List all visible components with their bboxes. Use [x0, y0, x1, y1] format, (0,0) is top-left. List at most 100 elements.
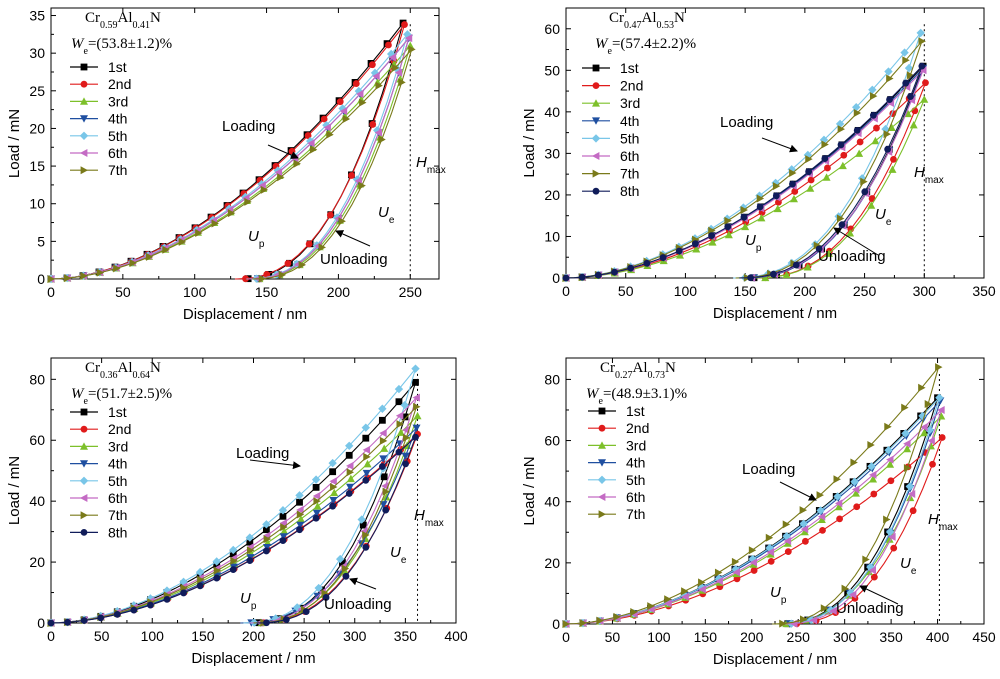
data-point [867, 201, 876, 209]
data-point [630, 608, 638, 617]
data-point [147, 601, 154, 609]
data-point [791, 188, 799, 195]
data-point [853, 126, 861, 134]
data-point [338, 217, 346, 226]
legend-label: 5th [620, 130, 639, 146]
data-point [918, 37, 926, 46]
data-point [312, 483, 320, 491]
data-point [841, 584, 849, 593]
y-tick-label: 15 [29, 158, 45, 174]
data-point [302, 608, 310, 616]
data-point [883, 515, 891, 524]
data-point [871, 136, 880, 145]
legend-marker [592, 152, 600, 160]
series-5th [46, 364, 420, 628]
data-point [352, 80, 360, 87]
data-point [873, 124, 880, 132]
data-point [771, 178, 780, 188]
data-point [47, 619, 55, 627]
data-point [318, 243, 326, 252]
legend-marker [80, 442, 88, 450]
data-point [820, 604, 829, 613]
series-5th [561, 28, 925, 283]
data-point [846, 588, 855, 598]
data-point [789, 169, 797, 178]
data-point [362, 445, 371, 454]
up-label: Up [745, 232, 762, 254]
data-point [782, 270, 791, 279]
unloading-curve [772, 367, 940, 625]
data-point [379, 436, 388, 445]
data-point [296, 515, 305, 523]
legend-label: 7th [620, 166, 639, 182]
unloading-arrow [859, 585, 899, 605]
x-axis-label: Displacement / nm [713, 305, 837, 322]
data-point [378, 416, 386, 424]
legend-marker [591, 134, 601, 143]
loading-curve [50, 37, 410, 280]
data-point [907, 93, 914, 100]
data-point [195, 567, 205, 577]
legend-marker [79, 131, 89, 140]
data-point [330, 483, 338, 492]
data-point [258, 181, 266, 190]
data-point [335, 570, 344, 578]
data-point [312, 509, 321, 518]
data-point [748, 546, 757, 555]
data-point [857, 174, 867, 183]
legend-label: 1st [108, 59, 127, 75]
data-point [724, 230, 733, 239]
data-point [907, 489, 916, 498]
data-point [329, 477, 337, 486]
data-point [817, 512, 826, 521]
data-point [398, 78, 406, 87]
we-value: We=(51.7±2.5)% [71, 386, 172, 407]
composition-title: Cr0.36Al0.64N [85, 360, 161, 381]
data-point [263, 271, 271, 278]
data-point [413, 411, 422, 420]
data-point [227, 209, 236, 218]
series-2nd [47, 21, 408, 283]
unloading-curve [739, 66, 923, 279]
x-tick-label: 0 [47, 628, 55, 644]
legend-label: 6th [620, 148, 639, 164]
legend-label: 5th [626, 472, 645, 488]
data-point [611, 268, 618, 276]
data-point [935, 363, 943, 372]
data-point [374, 128, 383, 137]
data-point [278, 506, 288, 515]
data-point [64, 618, 71, 626]
legend-label: 3rd [108, 93, 128, 109]
chart-panel-4: 0 50 100 150 200 250 300 350 400 450 0 20 40 60 80 Disp… [521, 357, 996, 668]
data-point [346, 474, 355, 483]
series-7th [562, 363, 943, 628]
we-value: We=(57.4±2.2)% [595, 36, 696, 57]
data-point [731, 557, 740, 566]
data-point [362, 544, 370, 551]
data-point [130, 606, 138, 614]
data-point [329, 468, 337, 476]
data-point [765, 543, 774, 553]
loading-curve [565, 366, 939, 625]
data-point [829, 606, 837, 615]
data-point [382, 506, 390, 514]
loading-curve [50, 37, 410, 280]
data-point [263, 619, 270, 627]
x-tick-label: 200 [242, 628, 266, 644]
data-point [681, 592, 689, 601]
we-value: We=(53.8±1.2)% [71, 36, 172, 57]
data-point [697, 583, 706, 592]
y-tick-label: 0 [37, 271, 45, 287]
data-point [346, 461, 354, 470]
data-point [596, 616, 604, 625]
data-point [887, 477, 895, 485]
data-point [329, 502, 337, 510]
data-point [800, 525, 809, 534]
data-point [396, 428, 405, 436]
data-point [279, 533, 288, 541]
legend-label: 2nd [626, 420, 649, 436]
data-point [824, 249, 833, 257]
data-point [342, 572, 350, 580]
data-point [229, 566, 237, 574]
